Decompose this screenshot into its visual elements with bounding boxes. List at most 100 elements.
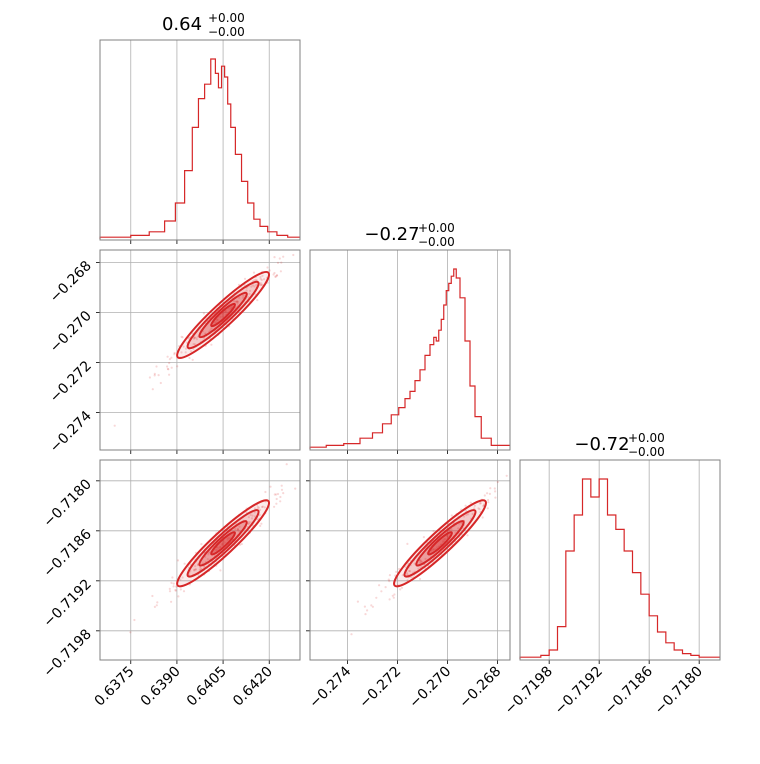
scatter-panel-2-1-point-200	[443, 538, 446, 541]
scatter-panel-2-0-point-1	[269, 485, 272, 488]
scatter-panel-2-0-point-191	[263, 506, 266, 509]
scatter-panel-1-0-point-111	[176, 365, 179, 368]
scatter-panel-2-1-point-130	[404, 565, 407, 569]
scatter-panel-2-0-point-120	[236, 528, 239, 531]
scatter-panel-2-0-point-85	[237, 528, 240, 531]
y-tick-label-1-0: −0.274	[47, 408, 95, 456]
scatter-panel-2-1-frame	[309, 459, 511, 661]
scatter-panel-2-1-point-148	[467, 513, 470, 516]
scatter-panel-1-0-point-42	[166, 365, 169, 368]
scatter-panel-2-1-point-82	[406, 542, 409, 546]
scatter-panel-2-1-point-68	[417, 567, 420, 570]
scatter-panel-2-0-point-4	[221, 542, 224, 545]
scatter-panel-1-0-point-63	[251, 284, 254, 287]
scatter-panel-2-0-point-82	[168, 590, 172, 593]
scatter-panel-2-1-point-9	[432, 548, 435, 551]
scatter-panel-2-0-point-88	[239, 543, 242, 546]
x-tick-label-1-2: −0.270	[406, 664, 454, 712]
scatter-panel-2-1-point-13	[471, 512, 474, 516]
scatter-panel-2-1-point-50	[466, 534, 469, 537]
scatter-panel-1-0-point-126	[275, 274, 279, 277]
scatter-panel-2-1-point-155	[473, 507, 476, 510]
scatter-panel-2-1-point-160	[419, 560, 423, 563]
scatter-panel-1-0-point-67	[190, 350, 193, 353]
scatter-panel-1-0-point-209	[278, 257, 281, 260]
scatter-panel-2-1-point-62	[388, 574, 391, 577]
scatter-panel-1-0-point-88	[273, 271, 276, 275]
scatter-panel-2-0-point-94	[285, 463, 288, 466]
y-tick-label-2-3: −0.7180	[41, 476, 95, 530]
scatter-panel-2-1-point-208	[387, 578, 390, 581]
scatter-panel-2-0-point-68	[275, 493, 278, 496]
scatter-panel-2-1-point-178	[406, 579, 409, 582]
scatter-panel-1-0-point-204	[168, 373, 171, 376]
scatter-panel-2-1-point-3	[363, 605, 366, 608]
scatter-panel-1-0-point-85	[259, 275, 262, 279]
scatter-panel-2-0-point-71	[175, 585, 178, 588]
x-tick-label-0-0: 0.6375	[92, 664, 138, 710]
scatter-panel-1-0-point-36	[157, 374, 160, 377]
scatter-panel-2-1-point-97	[424, 557, 427, 561]
scatter-panel-2-0-point-199	[174, 589, 177, 592]
scatter-panel-1-0-point-18	[202, 312, 205, 315]
scatter-panel-1-0-point-19	[180, 351, 183, 354]
scatter-panel-1-0-point-24	[170, 366, 173, 369]
scatter-panel-1-0-point-96	[166, 367, 169, 370]
scatter-panel-2-1-point-53	[401, 574, 404, 577]
scatter-panel-2-1-point-21	[398, 567, 401, 571]
scatter-panel-2-1-point-28	[481, 516, 484, 519]
scatter-panel-2-0-point-192	[198, 568, 201, 572]
scatter-panel-2-0-point-176	[247, 522, 250, 526]
scatter-panel-1-0-point-15	[261, 283, 264, 286]
scatter-panel-2-0-point-175	[203, 565, 206, 568]
scatter-panel-2-0-point-163	[193, 569, 196, 572]
scatter-panel-2-0-point-99	[171, 576, 174, 579]
scatter-panel-2-1-point-109	[465, 513, 468, 517]
hist-panel-1-histogram-line	[309, 268, 510, 449]
scatter-panel-2-0-point-139	[153, 605, 156, 609]
scatter-panel-1-0-point-33	[242, 296, 245, 299]
scatter-panel-1-0-point-216	[236, 300, 239, 304]
scatter-panel-2-1-point-102	[482, 504, 485, 508]
y-tick-label-1-1: −0.272	[47, 358, 95, 406]
scatter-panel-2-0-point-61	[219, 545, 222, 549]
scatter-panel-2-0-point-184	[182, 590, 186, 593]
scatter-panel-2-0-point-83	[227, 537, 230, 540]
scatter-panel-1-0-point-172	[204, 332, 207, 335]
scatter-panel-2-0-point-40	[282, 492, 285, 495]
scatter-panel-1-0-frame	[99, 249, 301, 451]
scatter-panel-2-0-point-37	[156, 601, 159, 604]
hist-panel-1-title-value: −0.27	[364, 224, 419, 245]
scatter-panel-2-1-point-163	[388, 598, 391, 601]
hist-panel-0-frame	[99, 39, 301, 241]
scatter-panel-2-1-point-195	[380, 590, 383, 593]
scatter-panel-1-0-point-113	[282, 255, 285, 258]
scatter-panel-2-1-point-201	[505, 474, 508, 477]
scatter-panel-1-0-point-124	[260, 282, 263, 285]
scatter-panel-2-0-point-194	[264, 490, 267, 494]
scatter-panel-2-0-point-216	[240, 542, 243, 546]
scatter-panel-2-1-point-67	[444, 537, 447, 541]
scatter-panel-1-0-contour-1	[186, 280, 260, 350]
scatter-panel-2-1-point-78	[432, 530, 435, 533]
scatter-panel-2-0-point-161	[217, 547, 220, 550]
y-tick-label-1-3: −0.268	[47, 258, 95, 306]
scatter-panel-1-0-point-72	[210, 343, 213, 346]
scatter-panel-2-0-point-157	[202, 565, 205, 568]
x-tick-label-2-1: −0.7192	[552, 664, 606, 718]
scatter-panel-2-0-point-45	[249, 521, 252, 524]
scatter-panel-1-0-point-34	[193, 336, 196, 339]
scatter-panel-2-1-point-137	[410, 576, 413, 579]
scatter-panel-2-0-point-156	[216, 546, 219, 549]
hist-panel-2-title-value: −0.72	[574, 434, 629, 455]
scatter-panel-1-0-point-179	[236, 300, 239, 303]
scatter-panel-2-0-point-55	[253, 515, 256, 518]
scatter-panel-2-1-point-30	[420, 560, 423, 563]
hist-panel-2-title-lower: −0.00	[628, 445, 665, 459]
scatter-panel-2-0-point-98	[199, 567, 202, 570]
scatter-panel-2-1-point-32	[486, 492, 489, 495]
scatter-panel-1-0-point-114	[224, 309, 227, 313]
scatter-panel-1-0-point-156	[193, 343, 197, 346]
scatter-panel-1-0-point-181	[173, 351, 176, 355]
scatter-panel-2-0-point-133	[248, 520, 251, 523]
